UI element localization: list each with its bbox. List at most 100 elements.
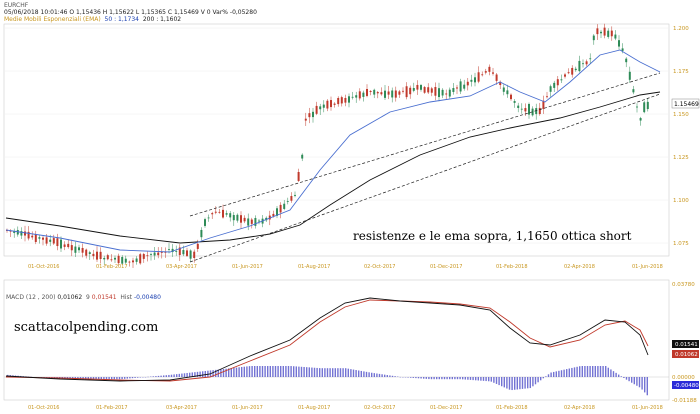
histogram-bar [225, 368, 227, 377]
histogram-bar [165, 375, 167, 377]
histogram-bar [576, 366, 578, 377]
histogram-bar [124, 377, 126, 379]
candle-body [434, 86, 437, 96]
histogram-bar [579, 366, 581, 377]
candle-body [63, 244, 66, 247]
symbol-label: EURCHF [4, 2, 29, 9]
candle-body [358, 91, 361, 99]
x-axis-label: 01-Jun-2018 [632, 405, 663, 411]
histogram-bar [602, 366, 604, 377]
candle-body [214, 211, 217, 213]
candle-body [488, 66, 491, 72]
histogram-bar [264, 366, 266, 377]
histogram-bar [441, 377, 443, 380]
candle-body [178, 247, 181, 256]
histogram-bar [204, 370, 206, 377]
price-tick-label: 1.125 [673, 155, 689, 161]
candle-body [243, 217, 246, 222]
x-axis-label: 03-Apr-2017 [166, 405, 197, 411]
histogram-bar [566, 369, 568, 377]
candle-body [348, 96, 350, 103]
candle-body [225, 213, 228, 215]
ema200-line [5, 91, 661, 244]
histogram-bar [519, 377, 521, 390]
candle-body [481, 74, 484, 76]
histogram-bar [571, 367, 573, 377]
macd-line [5, 297, 649, 382]
histogram-bar [347, 368, 349, 377]
candle-body [589, 58, 592, 60]
histogram-bar [581, 366, 583, 377]
candle-body [330, 100, 332, 108]
histogram-bar [521, 377, 524, 389]
candle-body [639, 118, 642, 121]
histogram-bar [313, 367, 316, 377]
candle-body [477, 72, 480, 82]
candle-body [103, 257, 106, 260]
candle-body [520, 108, 523, 110]
histogram-bar [394, 376, 396, 377]
x-axis-label: 01-Jun-2017 [232, 264, 263, 270]
hist-badge [672, 381, 699, 389]
histogram-bar [446, 377, 448, 380]
candle-body [236, 214, 239, 221]
candle-body [333, 103, 336, 105]
candle-body [85, 249, 88, 256]
histogram-bar [384, 374, 386, 377]
histogram-bar [475, 377, 477, 381]
candle-body [362, 92, 365, 97]
histogram-bar [560, 370, 563, 377]
candle-body [222, 209, 224, 218]
histogram-bar [321, 368, 323, 377]
change-value: Var% -0,05280 [212, 9, 257, 16]
macd-label: MACD [6, 294, 24, 301]
histogram-bar [425, 377, 427, 379]
candle-body [603, 27, 606, 36]
macd-legend: MACD (12 , 200) 0,01062 9 0,01541 Hist -… [6, 294, 161, 301]
candle-body [380, 92, 383, 95]
candle-body [445, 93, 448, 95]
histogram-bar [316, 367, 318, 377]
histogram-bar [339, 368, 342, 377]
histogram-bar [82, 377, 84, 380]
histogram-bar [269, 366, 271, 377]
candle-body [366, 88, 368, 96]
histogram-bar [454, 377, 456, 380]
candle-body [582, 63, 584, 65]
signal-line [5, 299, 649, 382]
ema50-line [5, 49, 661, 253]
candle-body [632, 89, 635, 93]
candle-body [466, 81, 469, 86]
histogram-bar [625, 377, 628, 380]
histogram-bar [410, 377, 412, 378]
candle-body [535, 108, 538, 115]
candle-body [571, 67, 574, 75]
histogram-bar [438, 377, 440, 380]
ohlc-bar: 05/06/2018 10:01:46 O 1,15436 H 1,15622 … [4, 9, 257, 16]
candle-body [448, 89, 451, 97]
histogram-bar [233, 367, 235, 377]
candle-body [60, 239, 62, 249]
histogram-bar [355, 370, 357, 377]
candle-body [268, 215, 271, 220]
histogram-bar [490, 377, 492, 382]
histogram-bar [298, 366, 300, 377]
histogram-bar [207, 370, 209, 377]
candle-body [42, 237, 44, 240]
histogram-bar [537, 377, 539, 383]
candle-body [146, 255, 149, 257]
candle-body [596, 28, 599, 35]
candle-body [456, 87, 458, 89]
candle-body [258, 220, 260, 222]
histogram-bar [178, 373, 180, 377]
histogram-bar [524, 377, 526, 389]
histogram-bar [594, 366, 596, 377]
histogram-bar [540, 377, 542, 381]
candle-body [474, 77, 476, 83]
low-value: L 1,15365 [135, 9, 166, 16]
histogram-bar [376, 373, 378, 377]
candle-body [592, 35, 595, 41]
candle-body [106, 255, 109, 260]
histogram-bar [555, 371, 557, 377]
